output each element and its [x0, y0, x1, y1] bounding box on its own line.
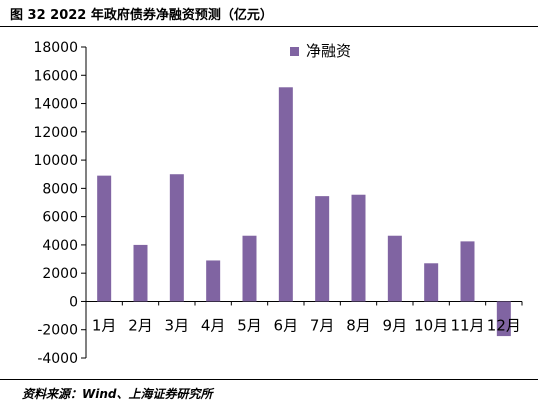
- x-tick-label: 12月: [487, 316, 521, 334]
- y-tick-label: 0: [69, 294, 78, 310]
- x-tick-label: 10月: [414, 316, 448, 334]
- bar-10月: [424, 263, 439, 302]
- bar-7月: [315, 196, 330, 302]
- legend-swatch: [290, 47, 299, 56]
- x-tick-label: 3月: [165, 316, 190, 334]
- y-tick-label: 4000: [42, 238, 78, 254]
- figure-title: 图 32 2022 年政府债券净融资预测（亿元）: [10, 8, 273, 23]
- y-tick-label: 18000: [33, 40, 78, 56]
- x-tick-label: 6月: [274, 316, 299, 334]
- bar-5月: [242, 235, 257, 302]
- y-tick-label: 8000: [42, 181, 78, 197]
- bar-9月: [387, 235, 402, 302]
- x-tick-label: 5月: [237, 316, 262, 334]
- x-tick-label: 11月: [450, 316, 484, 334]
- y-tick-label: -2000: [37, 323, 78, 339]
- bar-3月: [169, 174, 184, 302]
- figure-title-row: 图 32 2022 年政府债券净融资预测（亿元）: [0, 0, 538, 26]
- bar-11月: [460, 241, 475, 302]
- y-tick-label: 12000: [33, 125, 78, 141]
- bar-2月: [133, 244, 148, 302]
- title-divider: [0, 26, 538, 27]
- bar-4月: [206, 260, 221, 302]
- x-tick-label: 9月: [383, 316, 408, 334]
- x-tick-label: 7月: [310, 316, 335, 334]
- bar-1月: [97, 175, 112, 302]
- bar-8月: [351, 194, 366, 302]
- bar-12月: [496, 301, 511, 337]
- x-tick-label: 1月: [92, 316, 117, 334]
- y-tick-label: 14000: [33, 97, 78, 113]
- y-tick-label: 6000: [42, 210, 78, 226]
- x-tick-label: 4月: [201, 316, 226, 334]
- y-tick-label: 10000: [33, 153, 78, 169]
- y-tick-label: -4000: [37, 351, 78, 367]
- legend-label: 净融资: [306, 42, 351, 60]
- y-tick-label: 16000: [33, 68, 78, 84]
- x-tick-label: 8月: [346, 316, 371, 334]
- bar-6月: [278, 87, 293, 302]
- source-divider: [0, 379, 538, 380]
- x-tick-label: 2月: [128, 316, 153, 334]
- y-tick-label: 2000: [42, 266, 78, 282]
- source-note: 资料来源：Wind、上海证券研究所: [22, 387, 213, 401]
